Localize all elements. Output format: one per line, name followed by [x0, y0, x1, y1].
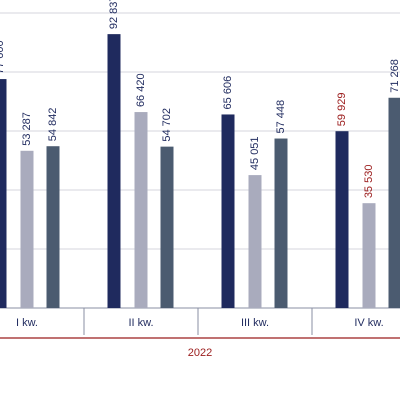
- value-label: 54 842: [47, 108, 59, 142]
- x-tick-label: I kw.: [16, 317, 38, 329]
- value-label: 92 837: [108, 0, 120, 29]
- x-tick-label: IV kw.: [354, 317, 383, 329]
- value-label: 66 420: [135, 73, 147, 107]
- value-label: 54 702: [161, 108, 173, 142]
- x-tick-label: III kw.: [241, 317, 269, 329]
- bar: [134, 112, 148, 308]
- bar: [388, 97, 400, 308]
- bar: [335, 131, 349, 308]
- bar: [274, 138, 288, 308]
- bar: [20, 150, 34, 308]
- bar: [46, 146, 60, 308]
- value-label: 53 287: [21, 112, 33, 146]
- value-label: 45 051: [249, 136, 261, 170]
- x-tick-label: II kw.: [128, 317, 153, 329]
- value-label: 57 448: [275, 100, 287, 134]
- bar: [0, 79, 7, 308]
- bar: [107, 34, 121, 308]
- bar: [362, 203, 376, 308]
- value-label: 65 606: [222, 76, 234, 110]
- bar: [160, 146, 174, 308]
- value-label: 59 929: [336, 93, 348, 127]
- bar: [221, 114, 235, 308]
- group-label: 2022: [188, 347, 212, 359]
- value-label: 71 268: [389, 59, 400, 93]
- value-label: 35 530: [363, 165, 375, 199]
- bar: [248, 175, 262, 308]
- value-label: 77 600: [0, 40, 6, 74]
